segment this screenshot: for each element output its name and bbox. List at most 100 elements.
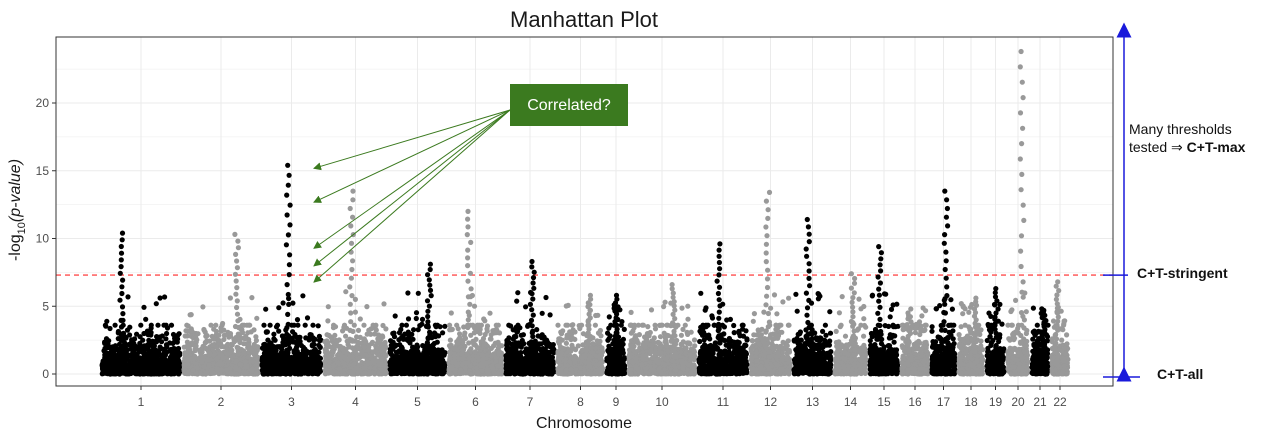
snp-point xyxy=(249,295,255,301)
snp-point xyxy=(247,322,253,328)
snp-point xyxy=(447,337,453,343)
snp-point xyxy=(390,357,396,363)
snp-point xyxy=(316,333,322,339)
snp-point xyxy=(428,293,434,299)
snp-point xyxy=(279,357,285,363)
snp-point xyxy=(427,282,433,288)
snp-point xyxy=(477,330,483,336)
snp-point xyxy=(109,346,115,353)
snp-point xyxy=(171,346,177,352)
snp-point xyxy=(237,316,243,322)
snp-point xyxy=(241,349,247,355)
snp-point xyxy=(426,303,432,309)
snp-point xyxy=(348,240,355,246)
snp-point xyxy=(311,337,317,343)
snp-point xyxy=(465,208,471,214)
snp-point xyxy=(467,270,473,276)
snp-point xyxy=(326,359,333,365)
snp-point xyxy=(425,308,431,314)
snp-point xyxy=(182,333,188,339)
snp-point xyxy=(489,363,495,370)
snp-point xyxy=(285,311,291,317)
snp-point xyxy=(349,266,355,273)
snp-point xyxy=(156,349,162,355)
snp-point xyxy=(216,361,222,367)
snp-point xyxy=(241,341,247,347)
snp-point xyxy=(307,332,313,338)
snp-point xyxy=(253,337,259,344)
snp-point xyxy=(118,344,124,350)
snp-point xyxy=(479,351,485,358)
snp-point xyxy=(264,343,270,349)
snp-point xyxy=(284,212,290,218)
snp-point xyxy=(495,363,501,369)
snp-point xyxy=(117,297,123,303)
snp-point xyxy=(127,332,133,338)
snp-point xyxy=(128,370,134,377)
snp-point xyxy=(350,214,356,220)
snp-point xyxy=(316,349,322,355)
snp-point xyxy=(434,350,440,356)
snp-point xyxy=(193,343,199,349)
snp-point xyxy=(118,264,124,270)
snp-point xyxy=(315,361,321,367)
snp-point xyxy=(119,284,125,290)
snp-point xyxy=(419,316,426,322)
snp-point xyxy=(465,317,471,323)
snp-point xyxy=(204,356,211,362)
snp-point xyxy=(103,323,109,329)
snp-point xyxy=(424,340,430,346)
snp-point xyxy=(233,251,239,257)
snp-point xyxy=(213,322,219,328)
snp-point xyxy=(337,366,343,372)
snp-point xyxy=(152,351,158,357)
snp-point xyxy=(425,366,432,372)
snp-point xyxy=(428,350,434,356)
snp-point xyxy=(109,359,116,365)
snp-point xyxy=(218,367,224,373)
snp-point xyxy=(204,369,210,375)
snp-point xyxy=(227,295,233,301)
snp-point xyxy=(278,344,284,350)
snp-point xyxy=(118,250,125,256)
snp-point xyxy=(173,362,179,369)
snp-point xyxy=(466,355,472,362)
snp-point xyxy=(404,351,410,357)
snp-point xyxy=(461,333,467,339)
snp-point xyxy=(468,332,474,338)
snp-point xyxy=(468,239,474,245)
snp-point xyxy=(187,312,193,318)
snp-point xyxy=(265,337,271,343)
snp-point xyxy=(343,289,349,295)
snp-point xyxy=(373,322,379,328)
snp-point xyxy=(284,331,290,337)
snp-point xyxy=(286,295,292,302)
snp-point xyxy=(466,340,472,346)
snp-point xyxy=(120,358,126,364)
snp-point xyxy=(401,368,407,374)
snp-point xyxy=(332,324,339,330)
snp-point xyxy=(308,357,314,363)
snp-point xyxy=(333,337,339,343)
snp-point xyxy=(361,343,367,350)
snp-point xyxy=(425,272,431,278)
snp-point xyxy=(157,368,163,374)
snp-point xyxy=(427,345,433,351)
snp-point xyxy=(456,336,462,342)
snp-point xyxy=(300,362,306,368)
snp-point xyxy=(442,350,448,356)
snp-point xyxy=(163,336,169,342)
snp-point xyxy=(213,356,219,362)
snp-point xyxy=(286,172,292,178)
snp-point xyxy=(145,355,151,361)
snp-point xyxy=(161,351,167,357)
snp-point xyxy=(249,366,256,372)
snp-point xyxy=(424,298,431,304)
snp-point xyxy=(285,182,291,188)
snp-point xyxy=(246,342,252,348)
snp-point xyxy=(107,325,113,332)
snp-point xyxy=(148,367,154,373)
snp-point xyxy=(468,371,474,377)
snp-point xyxy=(425,319,431,325)
